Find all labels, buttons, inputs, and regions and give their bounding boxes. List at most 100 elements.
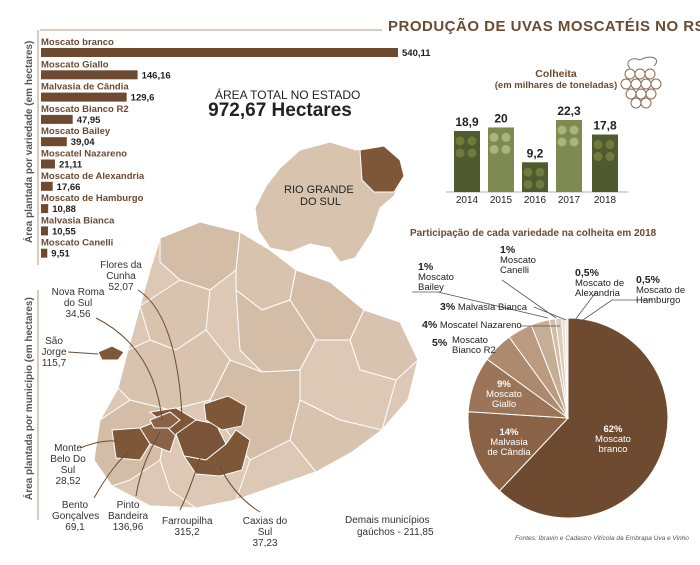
variety-value: 129,6 xyxy=(131,93,155,104)
harvest-value: 18,9 xyxy=(455,115,479,129)
pie-leader-lines xyxy=(412,279,652,327)
harvest-bar-texture xyxy=(557,125,567,135)
map-label-flores-da-cunha: Flores da Cunha 52,07 xyxy=(100,260,142,293)
variety-bar xyxy=(41,114,73,124)
map-label-bento-goncalves: Bento Gonçalves 69,1 xyxy=(52,500,100,533)
municipality-bento-goncalves xyxy=(111,427,151,461)
pie-label-alexandria: 0,5% Moscato de Alexandria xyxy=(575,267,625,299)
harvest-bar-texture xyxy=(467,148,477,158)
variety-label: Moscato de Alexandria xyxy=(41,171,145,182)
pie-label-hamburgo: 0,5% Moscato de Hamburgo xyxy=(636,274,686,306)
pie-label-malvasia-candia: 14% Malvasia de Cândia xyxy=(487,427,531,458)
municipality-nova-roma xyxy=(149,411,181,429)
variety-label: Moscato Canelli xyxy=(41,238,113,249)
harvest-bar-texture xyxy=(593,140,603,150)
harvest-year: 2018 xyxy=(594,195,617,206)
pie-label-bianco-r2-name: Moscato Bianco R2 xyxy=(452,335,496,356)
harvest-year: 2014 xyxy=(456,195,479,206)
variety-label: Moscato Bailey xyxy=(41,126,111,137)
variety-value: 146,16 xyxy=(142,70,171,81)
variety-label: Moscatel Nazareno xyxy=(41,149,127,160)
pie-label-malvasia-bianca: 3% Malvasia Bianca xyxy=(440,301,527,313)
harvest-bar-texture xyxy=(557,137,567,147)
harvest-bar-texture xyxy=(501,144,511,154)
others-label-line2: gaúchos - 211,85 xyxy=(357,527,434,538)
source-note: Fontes: Ibravin e Cadastro Vitícola da E… xyxy=(515,535,689,542)
pie-label-moscato-branco: 62% Moscato branco xyxy=(595,424,631,455)
harvest-bar-texture xyxy=(605,140,615,150)
rs-label-line2: DO SUL xyxy=(300,196,341,208)
map-label-pinto-bandeira: Pinto Bandeira 136,96 xyxy=(108,500,149,533)
total-area-value: 972,67 Hectares xyxy=(208,100,352,121)
harvest-value: 22,3 xyxy=(557,104,581,118)
harvest-bar-texture xyxy=(501,132,511,142)
pie-slice xyxy=(498,317,669,519)
variety-bar xyxy=(41,70,138,80)
harvest-year: 2015 xyxy=(490,195,513,206)
page-title: PRODUÇÃO DE UVAS MOSCATÉIS NO RS xyxy=(388,18,700,35)
region-map xyxy=(93,221,419,509)
variety-bar-chart: Moscato branco 540,11 Moscato Giallo 146,16… xyxy=(41,37,431,260)
variety-value: 17,66 xyxy=(57,182,81,193)
harvest-value: 17,8 xyxy=(593,119,617,133)
pie-slice xyxy=(467,411,570,492)
harvest-bar-texture xyxy=(455,148,465,158)
variety-bar xyxy=(41,92,127,102)
pie-label-bianco-r2: 5% xyxy=(432,337,448,349)
variety-pie-chart xyxy=(467,317,669,519)
harvest-bar-texture xyxy=(489,132,499,142)
harvest-value: 9,2 xyxy=(527,146,544,160)
harvest-bar-texture xyxy=(523,179,533,189)
harvest-bar-texture xyxy=(593,152,603,162)
harvest-bar-texture xyxy=(569,125,579,135)
harvest-bar-texture xyxy=(523,167,533,177)
variety-bar xyxy=(41,137,67,147)
variety-bar xyxy=(41,248,48,258)
rs-highlight-region xyxy=(359,145,405,193)
harvest-bar-texture xyxy=(535,179,545,189)
harvest-bar-texture xyxy=(569,137,579,147)
harvest-bar-texture xyxy=(535,167,545,177)
variety-bar xyxy=(41,226,48,236)
harvest-bar-texture xyxy=(455,136,465,146)
harvest-value: 20 xyxy=(494,111,508,125)
harvest-bar-chart: 18,9 2014 20 2015 9,2 2016 22,3 2017 17,8 2018 xyxy=(446,104,628,206)
variety-label: Moscato Bianco R2 xyxy=(41,104,129,115)
variety-value: 21,11 xyxy=(59,160,83,171)
variety-value: 47,95 xyxy=(77,115,101,126)
variety-bar xyxy=(41,204,49,214)
variety-bar xyxy=(41,48,398,57)
pie-label-giallo: 9% Moscato Giallo xyxy=(486,379,522,410)
map-label-nova-roma-do-sul: Nova Roma do Sul 34,56 xyxy=(51,287,105,320)
pie-label-canelli: 1% Moscato Canelli xyxy=(500,244,536,276)
map-label-sao-jorge: São Jorge 115,7 xyxy=(41,336,67,369)
pie-title: Participação de cada variedade na colhei… xyxy=(410,228,657,239)
variety-bar xyxy=(41,159,55,169)
variety-label: Moscato Giallo xyxy=(41,59,109,70)
others-label-line1: Demais municípios xyxy=(345,515,430,526)
variety-label: Malvasia Bianca xyxy=(41,215,115,226)
rs-label-line1: RIO GRANDE xyxy=(284,184,354,196)
map-leader-lines xyxy=(67,289,261,513)
map-label-caxias-do-sul: Caxias do Sul 37,23 xyxy=(242,516,288,549)
municipality-sao-jorge xyxy=(97,345,125,361)
rs-state-map xyxy=(254,141,405,263)
pie-label-bailey: 1% Moscato Bailey xyxy=(418,261,454,293)
harvest-bar-texture xyxy=(605,152,615,162)
municipality-flores-da-cunha xyxy=(203,395,247,431)
variety-bar xyxy=(41,181,53,191)
variety-value: 10,88 xyxy=(52,204,76,215)
variety-value: 39,04 xyxy=(71,137,95,148)
variety-value: 9,51 xyxy=(51,249,70,260)
municipality-caxias-do-sul xyxy=(182,429,251,477)
harvest-bar-texture xyxy=(489,144,499,154)
pie-label-nazareno: 4% Moscatel Nazareno xyxy=(422,319,522,331)
total-area-caption: ÁREA TOTAL NO ESTADO xyxy=(215,88,361,102)
harvest-bar-texture xyxy=(467,136,477,146)
variety-label: Malvasia de Cândia xyxy=(41,82,129,93)
map-label-monte-belo: Monte Belo Do Sul 28,52 xyxy=(50,443,86,487)
grape-icon xyxy=(620,56,662,109)
harvest-year: 2016 xyxy=(524,195,547,206)
